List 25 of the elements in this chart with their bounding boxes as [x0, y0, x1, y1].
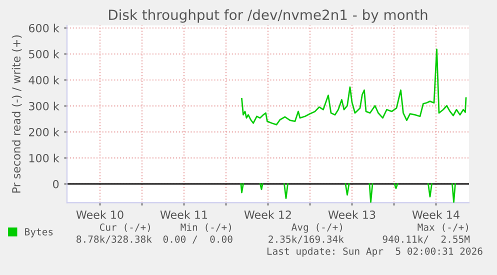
chart-title: Disk throughput for /dev/nvme2n1 - by month — [109, 9, 428, 23]
text: 940.11k/ 2.55M — [382, 235, 470, 244]
legend-label: Bytes — [25, 228, 53, 238]
y-tick-label: 600 k — [28, 24, 60, 32]
y-axis-title: Pr second read (-) / write (+) — [12, 35, 22, 193]
y-tick-label: 300 k — [29, 102, 60, 110]
line-series — [241, 48, 467, 126]
y-tick-label: 0 — [53, 180, 59, 188]
x-tick-label: Week 11 — [160, 210, 208, 219]
y-tick-label: 100 k — [29, 154, 60, 162]
text: Avg (-/+) — [292, 223, 342, 233]
x-tick-label: Week 12 — [244, 210, 291, 219]
text: 0.00 / 0.00 — [163, 235, 232, 244]
text: 8.78k/328.38k — [76, 235, 152, 244]
text: Min (-/+) — [180, 223, 231, 232]
text: Last update: Sun Apr 5 02:00:31 2026 — [267, 247, 482, 257]
text: 2.35k/169.34k — [268, 235, 344, 244]
x-tick-label: Week 14 — [412, 210, 460, 219]
x-tick-label: Week 10 — [76, 210, 124, 219]
text: Max (-/+) — [418, 223, 468, 232]
y-tick-label: 400 k — [28, 76, 60, 84]
x-tick-label: Week 13 — [328, 210, 376, 219]
y-tick-label: 200 k — [29, 128, 60, 136]
y-tick-label: 500 k — [29, 50, 60, 58]
text: Cur (-/+) — [100, 223, 150, 232]
